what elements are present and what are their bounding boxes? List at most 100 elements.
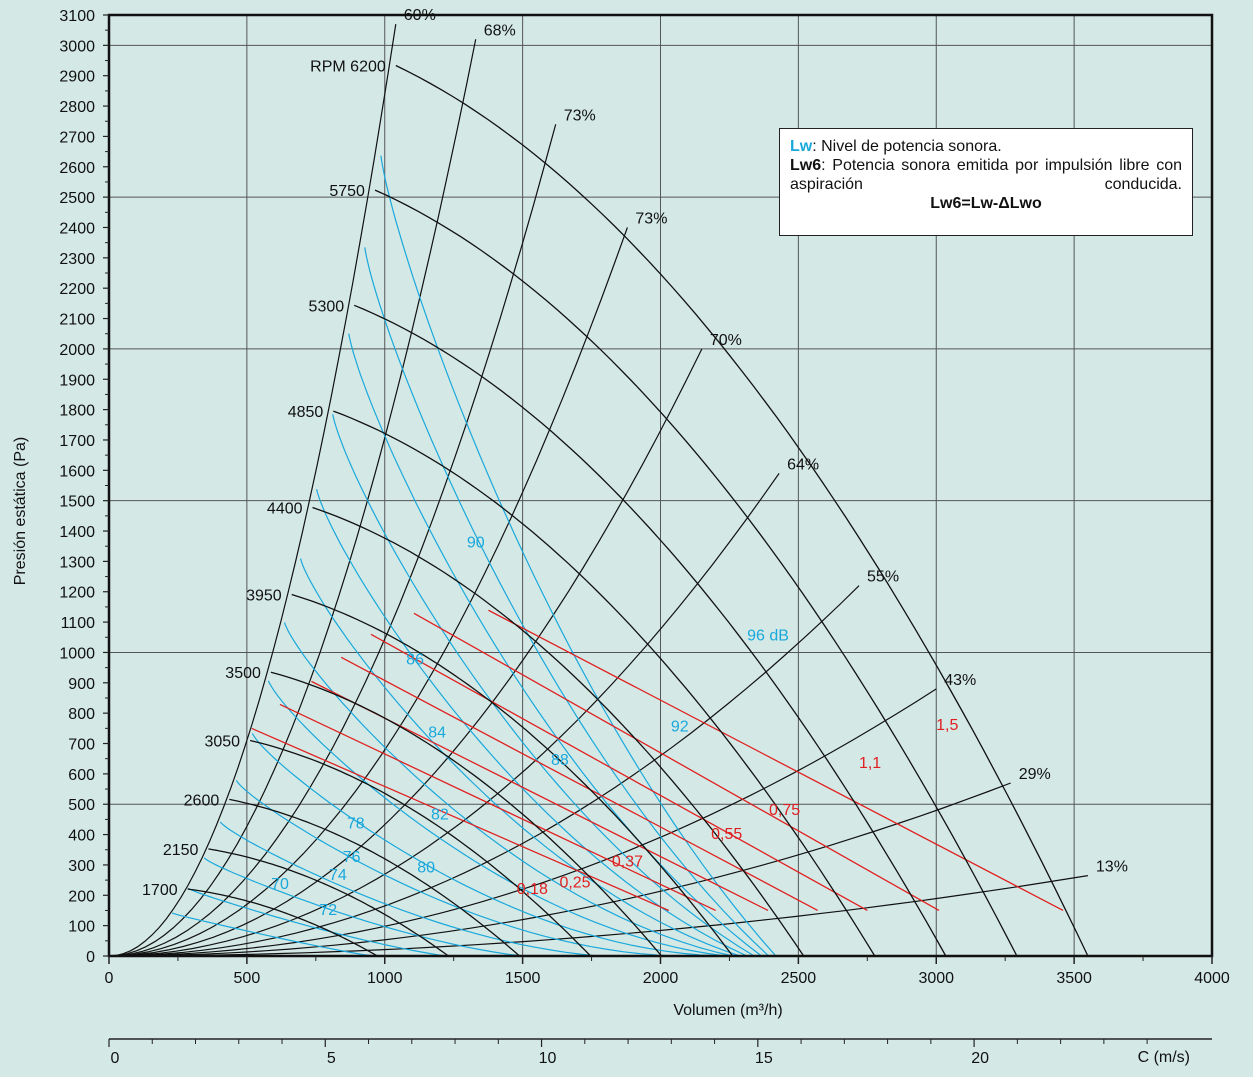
lw-curve bbox=[300, 558, 740, 957]
y-tick-label: 2400 bbox=[59, 220, 95, 237]
y-tick-label: 3000 bbox=[59, 38, 95, 55]
y-tick-label: 1400 bbox=[59, 524, 95, 541]
y-tick-label: 1100 bbox=[61, 615, 96, 632]
efficiency-label: 29% bbox=[1019, 766, 1051, 783]
y-tick-label: 2700 bbox=[59, 129, 95, 146]
y-tick-label: 2800 bbox=[59, 99, 95, 116]
kw-label: 1,5 bbox=[936, 717, 958, 734]
lw-curve bbox=[219, 821, 704, 957]
c-tick-label: 20 bbox=[971, 1050, 989, 1067]
lw-label: 78 bbox=[347, 816, 365, 833]
y-tick-label: 1700 bbox=[59, 433, 95, 450]
lw-label: 76 bbox=[343, 849, 361, 866]
x-tick-label: 0 bbox=[105, 970, 114, 987]
rpm-curve bbox=[312, 506, 805, 957]
rpm-label: 4850 bbox=[288, 404, 324, 421]
y-tick-label: 100 bbox=[68, 919, 95, 936]
efficiency-label: 68% bbox=[484, 22, 516, 39]
rpm-curve bbox=[353, 304, 947, 957]
chart-labels: RPM 6200 5750 5300 4850 4400 3950 3500 3050 2600… bbox=[142, 7, 1128, 919]
lw-label: 74 bbox=[329, 867, 347, 884]
lw-curve bbox=[283, 622, 733, 957]
y-tick-label: 2600 bbox=[59, 160, 95, 177]
c-tick-label: 5 bbox=[327, 1050, 336, 1067]
rpm-label: RPM 6200 bbox=[310, 58, 386, 75]
y-axis-title: Presión estática (Pa) bbox=[12, 437, 29, 586]
c-axis-title: C (m/s) bbox=[1138, 1049, 1190, 1066]
y-tick-label: 400 bbox=[68, 828, 95, 845]
kw-label: 0,37 bbox=[612, 853, 643, 870]
lw-label: 82 bbox=[431, 806, 449, 823]
efficiency-line bbox=[108, 875, 1088, 957]
y-tick-label: 2500 bbox=[59, 190, 95, 207]
y-tick-label: 1300 bbox=[59, 554, 95, 571]
x-tick-label: 3000 bbox=[918, 970, 954, 987]
lw-curve bbox=[235, 780, 711, 957]
c-tick-label: 10 bbox=[539, 1050, 557, 1067]
y-tick-label: 1600 bbox=[59, 463, 95, 480]
legend-lw-text: : Nivel de potencia sonora. bbox=[812, 138, 1002, 155]
efficiency-label: 64% bbox=[787, 456, 819, 473]
y-tick-label: 900 bbox=[68, 676, 95, 693]
legend-lw6-key: Lw6 bbox=[790, 157, 822, 174]
y-tick-label: 0 bbox=[86, 949, 95, 966]
rpm-curve bbox=[291, 593, 734, 957]
lw-label: 96 dB bbox=[747, 627, 789, 644]
x-tick-label: 4000 bbox=[1194, 970, 1230, 987]
legend-lw6-text: : Potencia sonora emitida por impulsión … bbox=[790, 157, 1182, 193]
y-tick-label: 2900 bbox=[59, 69, 95, 86]
rpm-curve bbox=[333, 410, 876, 957]
lw-curve bbox=[316, 489, 748, 957]
rpm-curves bbox=[187, 64, 1089, 957]
rpm-curve bbox=[395, 64, 1089, 957]
rpm-label: 2600 bbox=[184, 792, 220, 809]
lw-curve bbox=[267, 680, 726, 957]
lw-label: 70 bbox=[271, 876, 289, 893]
y-tick-label: 700 bbox=[68, 737, 95, 754]
rpm-label: 4400 bbox=[267, 500, 303, 517]
y-tick-label: 1200 bbox=[59, 585, 95, 602]
y-tick-label: 2200 bbox=[59, 281, 95, 298]
efficiency-label: 43% bbox=[944, 672, 976, 689]
c-tick-label: 15 bbox=[755, 1050, 773, 1067]
x-axis-title: Volumen (m³/h) bbox=[673, 1002, 782, 1019]
x-tick-label: 2500 bbox=[781, 970, 817, 987]
rpm-curve bbox=[249, 739, 592, 957]
kw-label: 0,18 bbox=[517, 881, 548, 898]
rpm-label: 2150 bbox=[163, 842, 199, 859]
y-tick-label: 2100 bbox=[59, 312, 95, 329]
x-tick-label: 1000 bbox=[367, 970, 403, 987]
lw-label: 84 bbox=[428, 724, 446, 741]
efficiency-label: 13% bbox=[1096, 859, 1128, 876]
lw-curve bbox=[251, 733, 719, 957]
kw-label: 0,75 bbox=[769, 802, 800, 819]
lw-curve bbox=[380, 155, 777, 957]
kw-line bbox=[413, 612, 940, 912]
efficiency-line bbox=[108, 782, 1011, 957]
legend-box: Lw: Nivel de potencia sonora. Lw6: Poten… bbox=[779, 128, 1193, 236]
efficiency-label: 70% bbox=[710, 332, 742, 349]
kw-line bbox=[251, 727, 670, 912]
x-tick-label: 500 bbox=[234, 970, 261, 987]
rpm-label: 5300 bbox=[309, 298, 345, 315]
lw-curve bbox=[364, 247, 770, 957]
efficiency-line bbox=[108, 24, 397, 957]
y-tick-label: 600 bbox=[68, 767, 95, 784]
efficiency-line bbox=[108, 39, 477, 957]
x-tick-label: 1500 bbox=[505, 970, 541, 987]
efficiency-line bbox=[108, 348, 703, 957]
lw-curve bbox=[332, 414, 755, 957]
efficiency-line bbox=[108, 227, 628, 957]
rpm-label: 3950 bbox=[246, 588, 282, 605]
efficiency-lines bbox=[108, 24, 1088, 957]
sound-level-curves bbox=[171, 155, 777, 957]
kw-label: 0,25 bbox=[559, 875, 590, 892]
kw-label: 0,55 bbox=[711, 826, 742, 843]
lw-label: 80 bbox=[417, 860, 435, 877]
y-tick-label: 1500 bbox=[59, 494, 95, 511]
y-tick-label: 3100 bbox=[59, 8, 95, 25]
y-tick-label: 800 bbox=[68, 706, 95, 723]
efficiency-line bbox=[108, 473, 780, 957]
x-tick-label: 2000 bbox=[643, 970, 679, 987]
